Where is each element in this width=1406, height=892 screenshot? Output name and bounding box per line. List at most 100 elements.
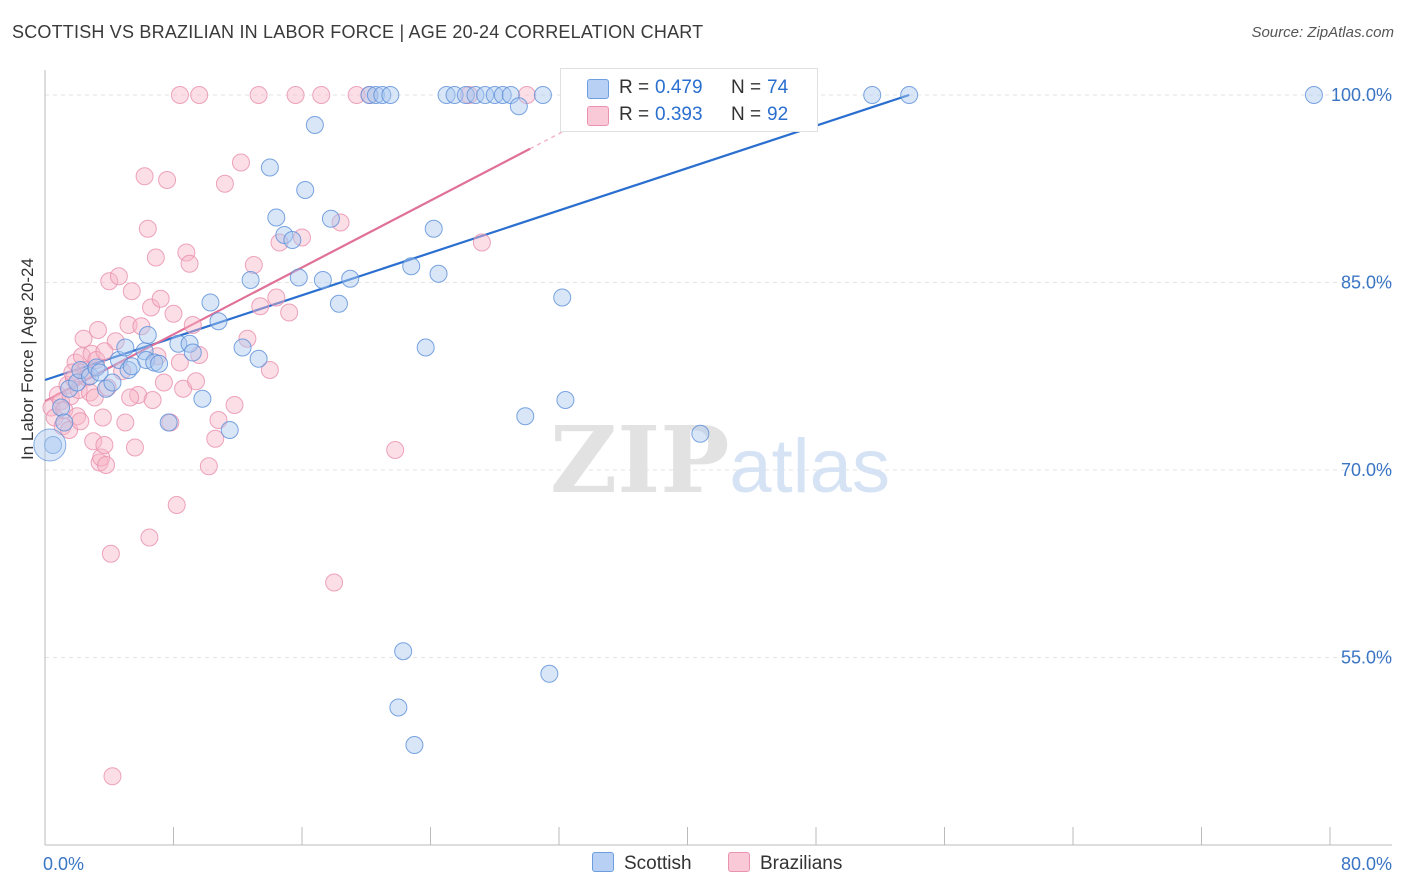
legend-n-value: 74 <box>767 77 789 98</box>
brazilian-point <box>121 388 140 407</box>
brazilian-point <box>103 767 122 786</box>
brazilian-point <box>180 254 199 273</box>
scottish-swatch <box>587 79 609 99</box>
brazilian-point <box>170 86 189 104</box>
scottish-point <box>183 343 202 362</box>
scottish-point <box>533 86 552 104</box>
scottish-point <box>900 86 919 104</box>
scottish-point <box>159 413 178 432</box>
scottish-point <box>116 338 135 357</box>
stats-legend: R = 0.479 N = 74 R = 0.393 N = 92 <box>560 68 818 132</box>
scottish-point <box>1304 86 1323 104</box>
scottish-point <box>540 664 559 683</box>
brazilian-point <box>125 438 144 457</box>
brazilian-point <box>209 411 228 429</box>
scottish-point <box>402 257 421 276</box>
brazilian-point <box>472 233 491 252</box>
scottish-point <box>220 421 239 439</box>
brazilian-point <box>154 373 173 392</box>
brazilian-point <box>164 304 183 323</box>
brazilian-point <box>286 86 305 104</box>
brazilian-point <box>93 408 112 427</box>
brazilian-point <box>146 248 165 267</box>
scottish-point <box>249 349 268 368</box>
brazilian-point <box>106 332 125 351</box>
scottish-point <box>209 312 228 331</box>
brazilian-point <box>183 316 202 334</box>
gridlines <box>45 94 1392 658</box>
scottish-point <box>283 231 302 249</box>
brazilian-point <box>122 282 141 301</box>
brazilian-point <box>312 86 331 104</box>
scottish-point <box>233 338 252 357</box>
scottish-point <box>313 271 332 289</box>
brazilian-point <box>249 86 268 104</box>
y-tick-label: 55.0% <box>1341 648 1392 668</box>
brazilian-point <box>231 153 250 172</box>
brazilian-point <box>138 219 157 238</box>
brazilian-point <box>225 396 244 414</box>
scottish-point <box>456 86 475 104</box>
brazilian-point <box>186 372 205 391</box>
watermark-zip: ZIP <box>550 406 729 514</box>
scottish-point <box>305 116 324 134</box>
watermark-atlas: atlas <box>729 424 890 509</box>
brazilian-point <box>215 174 234 193</box>
brazilian-point <box>206 429 225 448</box>
scottish-point <box>329 294 348 313</box>
scottish-point <box>556 391 575 409</box>
brazilian-point <box>167 496 186 514</box>
scottish-point <box>466 86 485 104</box>
brazilian-point <box>71 412 90 431</box>
brazilian-point <box>74 329 93 348</box>
scottish-point <box>33 428 67 462</box>
legend-r-value: 0.479 <box>655 77 703 98</box>
scottish-point <box>553 288 572 307</box>
brazilian-point <box>84 432 103 451</box>
scottish-point <box>289 268 308 287</box>
scottish-point <box>863 86 882 104</box>
brazilian-swatch <box>587 106 609 126</box>
brazilian-point <box>170 353 189 372</box>
brazilian-point <box>177 243 196 262</box>
tick-labels: 55.0% 70.0% 85.0% 100.0% 0.0% 80.0% <box>43 85 1392 874</box>
scottish-point <box>87 358 106 377</box>
legend-n-label: N = <box>731 104 762 125</box>
scottish-point <box>52 398 71 417</box>
y-axis-label: In Labor Force | Age 20-24 <box>18 258 37 460</box>
brazilian-point <box>260 361 279 379</box>
brazilian-point <box>140 528 159 547</box>
brazilians-label: Brazilians <box>760 853 843 874</box>
scottish-point <box>201 293 220 312</box>
scottish-point <box>193 389 212 408</box>
scottish-swatch <box>592 852 614 872</box>
scottish-label: Scottish <box>624 853 692 874</box>
chart-source: Source: ZipAtlas.com <box>1251 24 1394 41</box>
bottom-legend-brazilians: Brazilians <box>728 852 842 875</box>
scottish-point <box>103 373 122 392</box>
bottom-legend-scottish: Scottish <box>592 852 692 875</box>
brazilian-point <box>97 456 116 474</box>
scottish-point <box>55 413 74 432</box>
brazilian-point <box>238 329 257 348</box>
x-tick-label: 0.0% <box>43 854 84 874</box>
scottish-point <box>138 326 157 344</box>
scottish-point <box>405 736 424 754</box>
watermark: ZIPatlas <box>550 406 890 514</box>
scottish-point <box>509 97 528 116</box>
legend-r-value: 0.393 <box>655 104 703 125</box>
scottish-point <box>516 407 535 426</box>
scottish-point <box>90 363 109 382</box>
brazilian-swatch <box>728 852 750 872</box>
x-tick-label: 80.0% <box>1341 854 1392 874</box>
y-tick-label: 85.0% <box>1341 273 1392 293</box>
brazilian-trend-line <box>44 147 531 403</box>
y-tick-label: 100.0% <box>1331 85 1392 105</box>
brazilian-point <box>95 342 114 361</box>
legend-r-label: R = <box>619 104 650 125</box>
brazilian-point <box>143 391 162 409</box>
brazilian-point <box>244 256 263 274</box>
brazilian-point <box>347 86 366 104</box>
scottish-point <box>691 424 710 443</box>
